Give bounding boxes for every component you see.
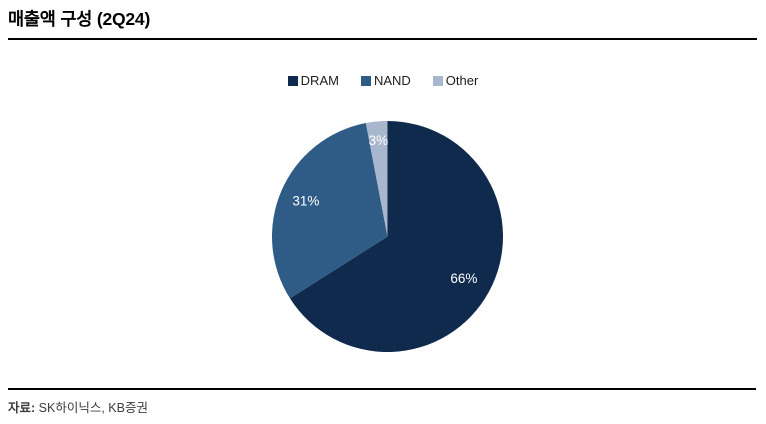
legend-swatch-other [432, 75, 443, 86]
source-label: 자료: [8, 401, 36, 415]
source-note: 자료: SK하이닉스, KB증권 [8, 397, 148, 416]
legend-swatch-nand [360, 75, 371, 86]
legend-label-nand: NAND [373, 73, 411, 88]
chart-title: 매출액 구성 (2Q24) [8, 9, 151, 29]
pie-slice-nand [272, 123, 388, 299]
source-divider [8, 388, 756, 390]
legend-label-dram: DRAM [300, 73, 339, 88]
legend-item-other: Other [432, 73, 479, 88]
pie-label-dram: 66% [450, 271, 477, 286]
legend-item-dram: DRAM [287, 73, 339, 88]
chart-legend: DRAM NAND Other [0, 74, 766, 87]
pie-label-nand: 31% [292, 194, 319, 209]
legend-item-nand: NAND [360, 73, 411, 88]
legend-swatch-dram [287, 75, 298, 86]
source-text: SK하이닉스, KB증권 [35, 401, 148, 415]
pie-label-other: 3% [369, 133, 389, 148]
legend-label-other: Other [445, 73, 479, 88]
title-divider [8, 38, 757, 40]
pie-slice-dram [289, 121, 503, 352]
pie-slice-other [365, 121, 388, 237]
